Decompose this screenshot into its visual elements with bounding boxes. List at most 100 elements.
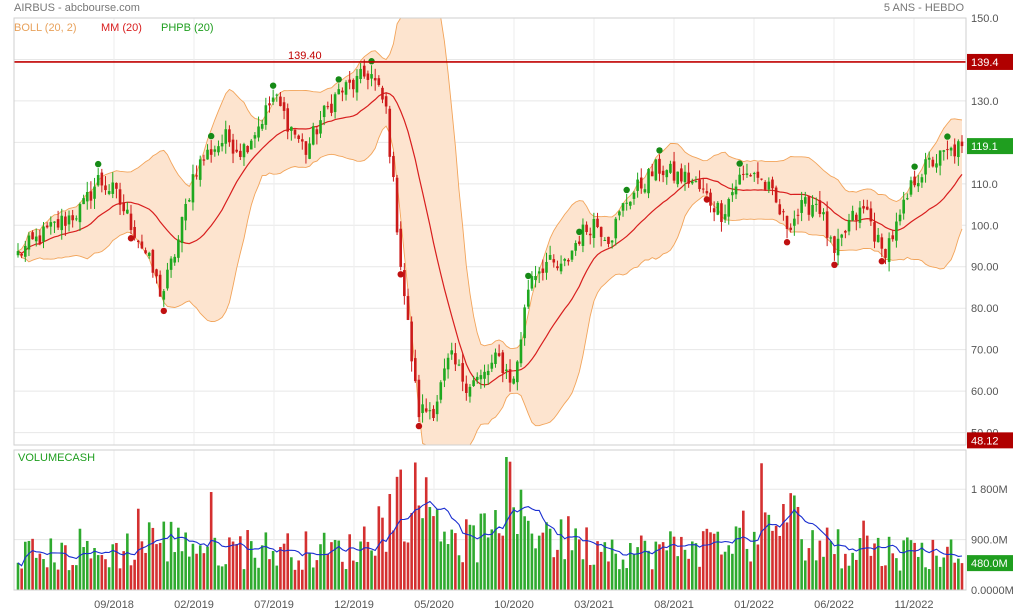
candle-body [82,198,85,205]
candle-body [184,203,187,221]
volume-bar [23,541,27,590]
volume-bar [424,477,428,590]
candle-body [650,171,654,177]
volume-bar [596,541,599,590]
candle-body [279,96,282,107]
legend-volume: VOLUMECASH [18,452,96,464]
volume-bar [906,537,909,590]
volume-bar [126,533,129,590]
volume-bar [727,545,731,590]
volume-bar [454,533,457,590]
candle [935,154,938,173]
volume-bar [607,561,610,590]
volume-bar [731,553,734,590]
volume-bar [428,507,432,590]
candle [669,160,672,174]
candle [632,190,636,205]
candle [891,230,895,242]
candle-body [778,204,782,215]
period-label: 5 ANS - HEBDO [883,2,964,14]
volume-bar [920,542,924,590]
candle-body [661,170,665,176]
volume-bar [155,544,158,590]
volume-bar [60,542,64,590]
candle [822,208,825,221]
price-tick-label: 100.0 [971,220,999,232]
bollinger-band [17,17,963,446]
candle-body [421,404,424,414]
volume-bar [362,526,366,590]
candle [173,254,177,266]
candle [767,177,771,194]
volume-bar [67,570,71,590]
candle-body [938,150,942,166]
candle-body [545,261,548,273]
volume-bar [534,548,537,590]
volume-bar [27,540,31,590]
x-tick-label: 10/2020 [494,599,534,611]
volume-bar [122,551,125,590]
candle-body [639,177,643,189]
volume-tick-label: 0.0000M [971,585,1014,597]
candle-body [654,159,658,181]
volume-bar [118,568,122,590]
volume-bar [330,542,333,590]
low-price-badge-bg [967,432,1013,449]
candle-body [38,235,42,245]
candle-body [104,185,107,191]
volume-bar [217,565,220,590]
volume-bar [136,508,140,590]
volume-bar [949,539,953,590]
candle-body [694,181,698,183]
volume-bar [855,559,858,590]
candle [395,174,399,236]
volume-average-line [17,500,963,567]
candle [122,194,125,216]
volume-bar [895,558,898,590]
last-price-badge-text: 119.1 [971,141,998,153]
candle-body [858,207,862,223]
volume-bar [140,541,144,590]
moving-average [17,92,963,386]
candle [880,233,884,258]
volume-bar [687,558,690,590]
candle [501,349,505,383]
candle-body [909,180,913,195]
volume-bar [406,542,410,590]
candle [96,168,100,187]
volume-bar [279,546,282,590]
candle [111,172,115,199]
candle [836,228,840,266]
volume-bar [734,526,738,590]
candle [384,92,388,114]
volume-bar [31,538,34,590]
candle [465,375,468,401]
candle-body [417,379,421,418]
grid [14,17,966,591]
volume-bar [665,550,669,590]
candle-body [239,150,242,157]
candle-body [344,82,348,95]
candle-body [268,103,271,106]
candle [282,96,286,120]
volume-bar [16,562,20,590]
candle-body [669,163,672,173]
volume-bar [862,520,865,590]
volume-bar [366,541,370,590]
candle [756,162,760,185]
volume-bar [144,552,147,590]
candle-body [833,236,836,253]
candle [731,183,734,202]
candle-body [505,369,508,371]
candle [279,91,282,107]
candle [763,180,767,191]
candle-body [413,358,417,382]
candle [855,212,858,231]
candle-body [803,197,807,204]
candle [355,69,359,101]
phpb-low-marker [703,196,711,203]
phpb-high-marker [944,133,951,140]
candle [450,342,454,360]
candle-body [202,159,206,161]
candle [760,178,763,181]
